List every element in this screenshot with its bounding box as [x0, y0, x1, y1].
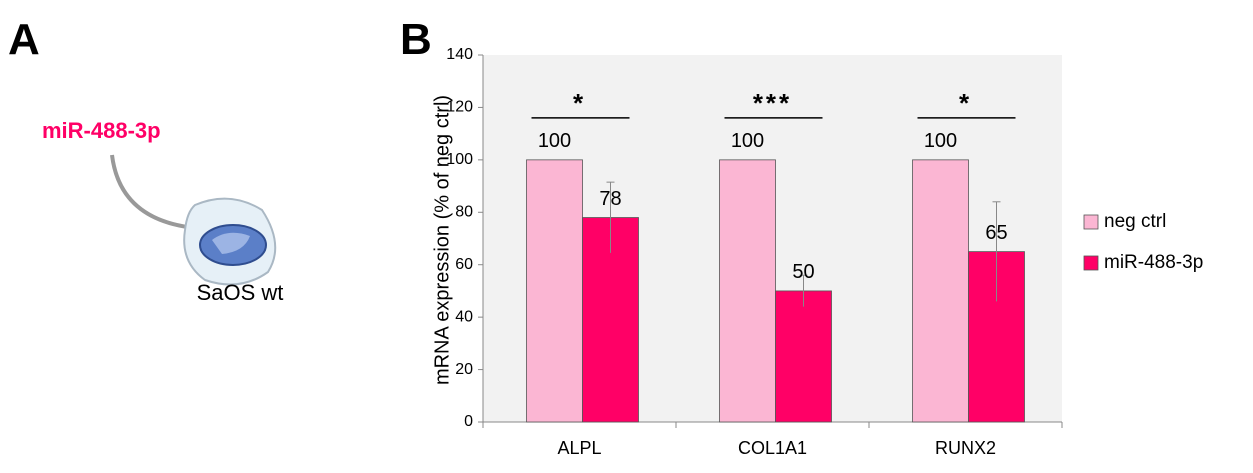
bar — [912, 159, 969, 423]
y-tick-label: 40 — [455, 308, 473, 325]
value-label: 78 — [599, 188, 621, 210]
value-label: 100 — [538, 130, 571, 152]
legend-swatch — [1083, 214, 1099, 230]
x-tick-label: COL1A1 — [738, 438, 807, 458]
legend-swatch — [1083, 255, 1099, 271]
y-axis-title: mRNA expression (% of neg ctrl) — [431, 95, 453, 385]
value-label: 65 — [985, 222, 1007, 244]
y-tick-label: 120 — [446, 99, 473, 116]
significance-label: *** — [753, 88, 792, 118]
significance-label: * — [573, 88, 586, 118]
value-label: 50 — [792, 261, 814, 283]
y-tick-label: 140 — [446, 46, 473, 63]
arrow — [110, 154, 196, 230]
bar — [526, 159, 583, 423]
legend-label: neg ctrl — [1104, 211, 1166, 232]
legend-label: miR-488-3p — [1104, 252, 1203, 273]
y-tick-label: 0 — [464, 413, 473, 430]
x-tick-label: RUNX2 — [935, 438, 996, 458]
significance-label: * — [959, 88, 972, 118]
panel-label: B — [400, 15, 432, 64]
bar — [719, 159, 776, 423]
y-tick-label: 60 — [455, 256, 473, 273]
x-tick-label: ALPL — [557, 438, 601, 458]
value-label: 100 — [924, 130, 957, 152]
cell-icon — [183, 197, 277, 286]
bar — [582, 217, 639, 423]
mirna-label: miR-488-3p — [42, 118, 161, 143]
value-label: 100 — [731, 130, 764, 152]
bar — [775, 290, 832, 423]
cell-label: SaOS wt — [197, 280, 284, 305]
y-tick-label: 100 — [446, 151, 473, 168]
y-tick-label: 80 — [455, 204, 473, 221]
panel-label: A — [8, 15, 40, 64]
y-tick-label: 20 — [455, 361, 473, 378]
